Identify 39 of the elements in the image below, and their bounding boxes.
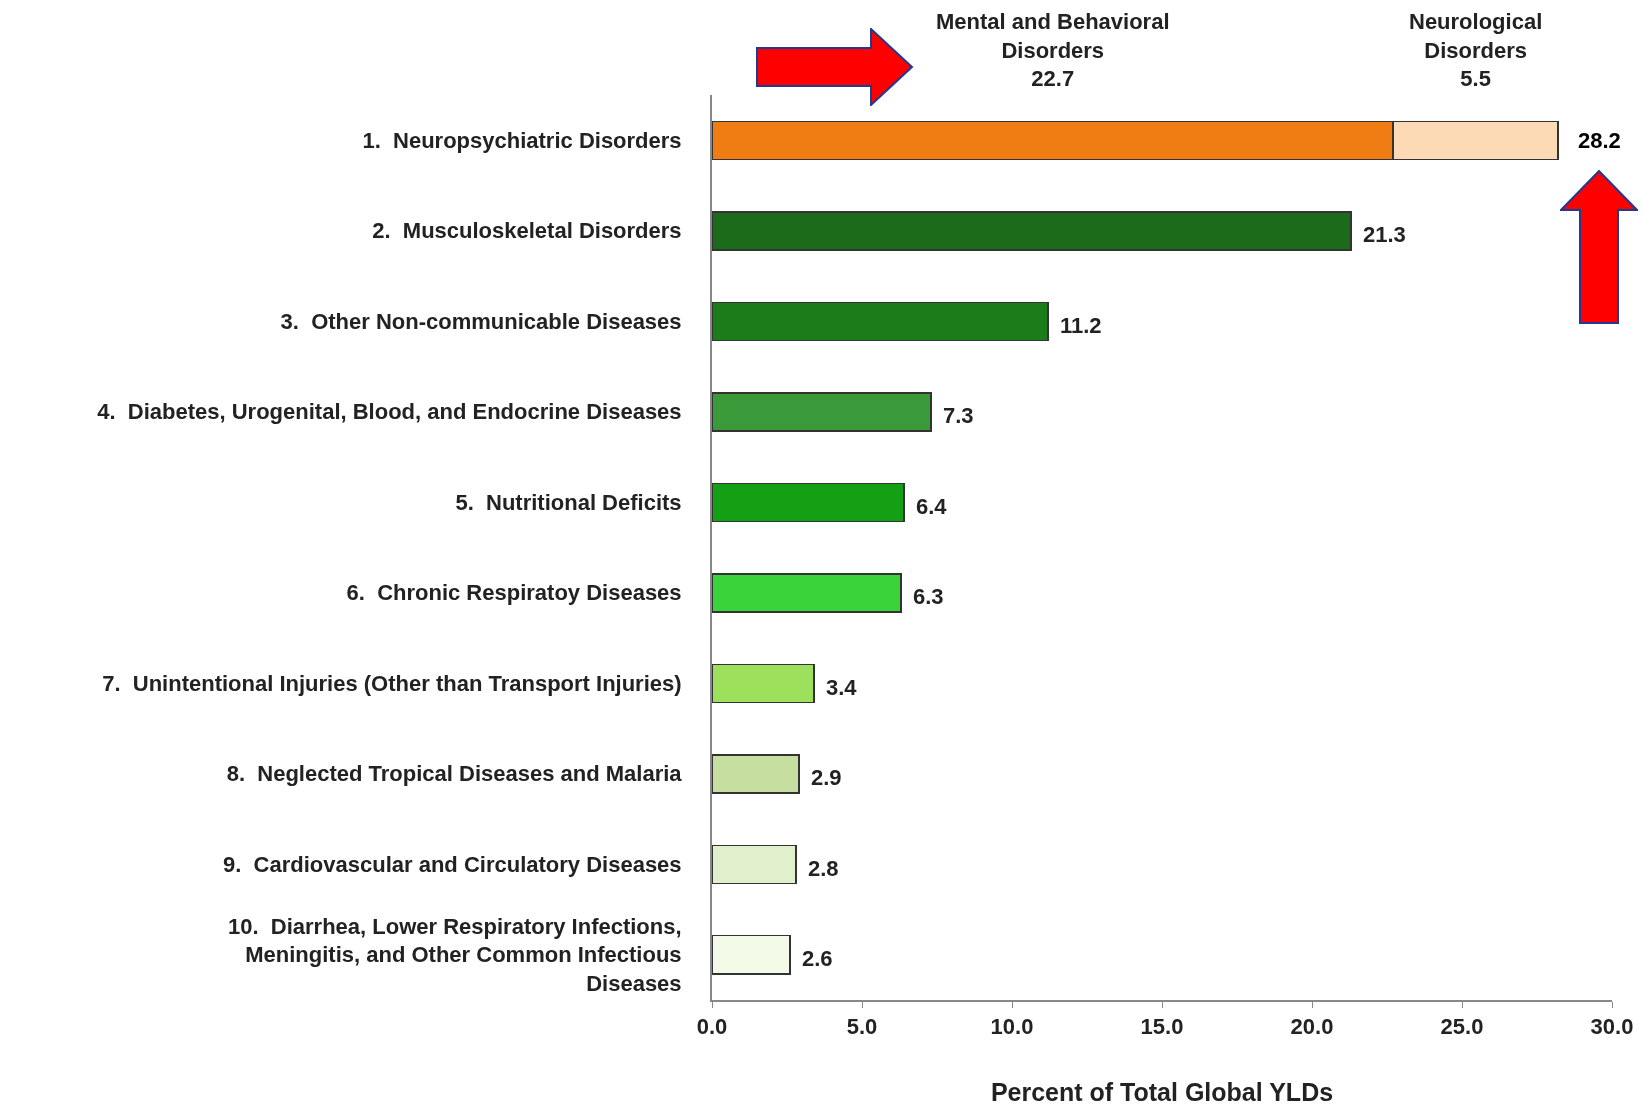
bar	[712, 392, 932, 432]
bar	[712, 663, 815, 704]
x-tick-label: 15.0	[1140, 1014, 1184, 1040]
data-label: 21.3	[1363, 222, 1406, 247]
data-label: 6.3	[913, 584, 944, 609]
y-tick-label: 1. Neuropsychiatric Disorders	[362, 127, 682, 153]
bar	[712, 844, 797, 885]
y-tick-label: 9. Cardiovascular and Circulatory Diseases	[223, 851, 682, 877]
y-tick-label: 3. Other Non-communicable Diseases	[280, 308, 682, 334]
x-tick-label: 25.0	[1440, 1014, 1484, 1040]
y-tick-label: 7. Unintentional Injuries (Other than Transport Injuries)	[102, 670, 682, 696]
y-tick-label: 5. Nutritional Deficits	[455, 489, 682, 515]
bar	[712, 301, 1049, 342]
data-label: 2.8	[808, 856, 839, 881]
y-tick-label: 2. Musculoskeletal Disorders	[372, 218, 682, 244]
y-tick-label: 10. Diarrhea, Lower Respiratory Infections, Meningitis, and Other Common Infectious Diseases	[228, 913, 682, 997]
data-label: 2.9	[811, 765, 842, 790]
data-label: 2.6	[802, 946, 833, 971]
x-tick-label: 0.0	[696, 1014, 728, 1040]
x-axis-title: Percent of Total Global YLDs	[990, 1077, 1334, 1106]
bar	[712, 754, 800, 794]
data-label: 7.3	[943, 403, 974, 428]
text: Mental and Behavioral Disorders 22.7	[936, 9, 1170, 92]
y-tick-label: 4. Diabetes, Urogenital, Blood, and Endocrine Diseases	[97, 399, 682, 425]
data-label: 11.2	[1060, 313, 1102, 338]
bar	[712, 934, 791, 975]
bar	[712, 211, 1352, 251]
x-tick-label: 20.0	[1290, 1014, 1334, 1040]
x-tick-label: 10.0	[990, 1014, 1034, 1040]
bar	[712, 482, 905, 523]
y-tick-label: 8. Neglected Tropical Diseases and Malaria	[226, 761, 683, 787]
x-tick-label: 30.0	[1590, 1014, 1634, 1040]
text: Neurological Disorders 5.5	[1409, 9, 1543, 92]
bar	[712, 573, 902, 613]
y-tick-label: 6. Chronic Respiratoy Diseases	[346, 580, 682, 606]
x-tick-label: 5.0	[846, 1014, 878, 1040]
total-label: 28.2	[1578, 128, 1621, 153]
data-label: 6.4	[916, 494, 948, 519]
data-label: 3.4	[826, 675, 858, 700]
